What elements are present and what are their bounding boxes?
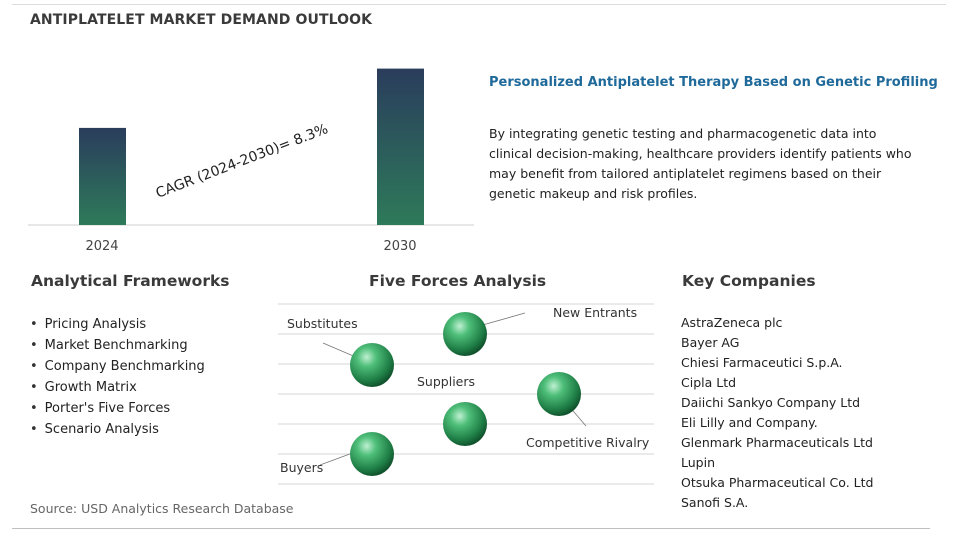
- list-item: Otsuka Pharmaceutical Co. Ltd: [681, 475, 874, 490]
- force-label-substitutes: Substitutes: [287, 316, 358, 331]
- page-title: ANTIPLATELET MARKET DEMAND OUTLOOK: [30, 12, 373, 28]
- sphere-icon: [443, 402, 487, 446]
- list-item: Daiichi Sankyo Company Ltd: [681, 395, 861, 410]
- force-label-suppliers: Suppliers: [417, 374, 475, 389]
- bar-2024: [79, 127, 126, 225]
- force-label-competitive-rivalry: Competitive Rivalry: [526, 435, 650, 450]
- x-tick-2024: 2024: [85, 239, 118, 254]
- sphere-icon: [350, 343, 394, 387]
- list-item: Lupin: [681, 455, 715, 470]
- list-item: Scenario Analysis: [30, 419, 205, 440]
- sphere-icon: [350, 432, 394, 476]
- list-item: Sanofi S.A.: [681, 495, 749, 510]
- list-item: Company Benchmarking: [30, 356, 205, 377]
- list-item: AstraZeneca plc: [681, 315, 783, 330]
- source-note: Source: USD Analytics Research Database: [30, 501, 294, 516]
- top-divider: [12, 4, 946, 5]
- list-item: Bayer AG: [681, 335, 740, 350]
- bottom-divider: [12, 528, 930, 529]
- highlight-heading: Personalized Antiplatelet Therapy Based …: [489, 75, 938, 90]
- highlight-body: By integrating genetic testing and pharm…: [489, 126, 912, 201]
- list-item: Pricing Analysis: [30, 314, 205, 335]
- list-item: Eli Lilly and Company.: [681, 415, 818, 430]
- sphere-icon: [537, 372, 581, 416]
- list-item: Chiesi Farmaceutici S.p.A.: [681, 355, 843, 370]
- list-item: Growth Matrix: [30, 377, 205, 398]
- sphere-icon: [443, 312, 487, 356]
- force-label-new-entrants: New Entrants: [553, 305, 637, 320]
- force-label-buyers: Buyers: [280, 460, 323, 475]
- list-item: Market Benchmarking: [30, 335, 205, 356]
- list-item: Porter's Five Forces: [30, 398, 205, 419]
- list-item: Cipla Ltd: [681, 375, 737, 390]
- bar-2030: [377, 68, 424, 225]
- five-forces-heading: Five Forces Analysis: [369, 272, 547, 290]
- frameworks-list: Pricing Analysis Market Benchmarking Com…: [30, 314, 205, 440]
- bar-chart: 2024 2030 CAGR (2024-2030)= 8.3%: [28, 68, 474, 254]
- list-item: Glenmark Pharmaceuticals Ltd: [681, 435, 873, 450]
- companies-list: AstraZeneca plc Bayer AG Chiesi Farmaceu…: [681, 313, 873, 513]
- frameworks-heading: Analytical Frameworks: [31, 272, 230, 290]
- x-tick-2030: 2030: [383, 239, 416, 254]
- key-companies-heading: Key Companies: [682, 272, 816, 290]
